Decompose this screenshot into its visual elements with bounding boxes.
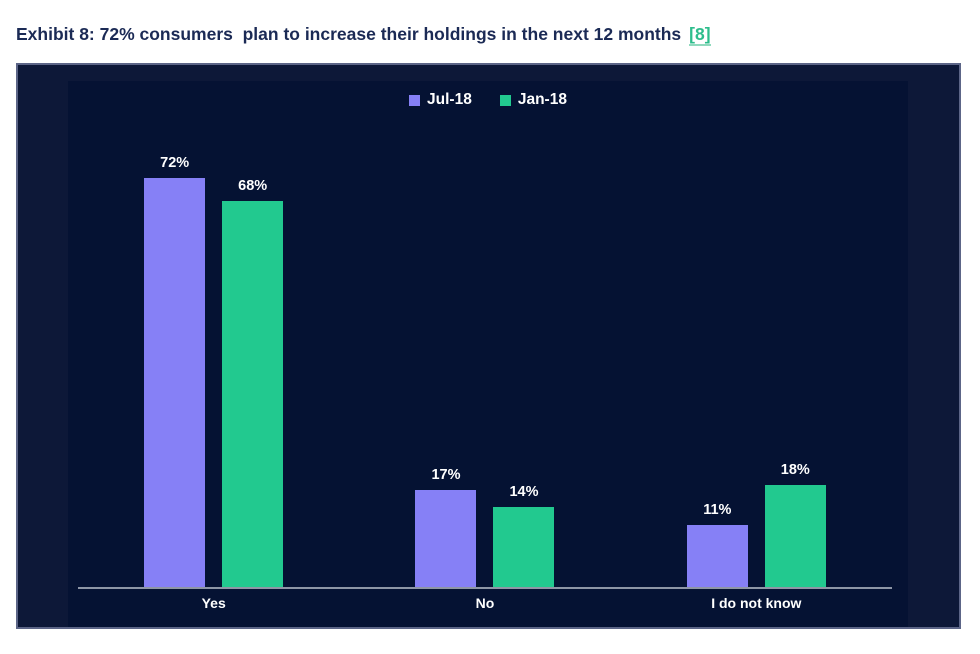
bar-jul18-no bbox=[415, 490, 477, 587]
bar-wrap: 68% bbox=[222, 178, 284, 587]
bar-value-label-jan18-no: 14% bbox=[509, 484, 539, 500]
bars-area: 72% 68% 17% 14% bbox=[78, 107, 892, 587]
exhibit-title: Exhibit 8: 72% consumers plan to increas… bbox=[16, 24, 711, 46]
bar-jan18-idontknow bbox=[764, 485, 826, 587]
legend-label-jul-18: Jul-18 bbox=[427, 91, 472, 108]
chart-legend: Jul-18 Jan-18 bbox=[68, 91, 908, 109]
bar-jul18-yes bbox=[144, 178, 206, 587]
bar-jan18-yes bbox=[222, 201, 284, 587]
legend-item-jul-18: Jul-18 bbox=[409, 91, 472, 109]
bar-wrap: 72% bbox=[144, 155, 206, 587]
reference-link[interactable]: [8] bbox=[689, 24, 711, 46]
bar-jan18-no bbox=[493, 507, 555, 587]
legend-label-jan-18: Jan-18 bbox=[517, 91, 567, 108]
bar-wrap: 17% bbox=[415, 467, 477, 587]
bar-wrap: 14% bbox=[493, 484, 555, 587]
bar-jul18-idontknow bbox=[686, 525, 748, 587]
category-labels-row: Yes No I do not know bbox=[78, 595, 892, 611]
bar-wrap: 18% bbox=[764, 462, 826, 587]
bar-value-label-jul18-idontknow: 11% bbox=[703, 502, 732, 518]
exhibit-title-text: Exhibit 8: 72% consumers plan to increas… bbox=[16, 24, 682, 44]
legend-item-jan-18: Jan-18 bbox=[499, 91, 567, 109]
bar-value-label-jan18-yes: 68% bbox=[238, 178, 268, 194]
bar-wrap: 11% bbox=[686, 502, 748, 587]
category-label-no: No bbox=[475, 595, 495, 611]
bar-group-yes: 72% 68% bbox=[78, 155, 349, 587]
x-axis-line bbox=[78, 587, 892, 589]
category-label-yes: Yes bbox=[201, 595, 226, 611]
bar-value-label-jul18-no: 17% bbox=[431, 467, 461, 483]
legend-swatch-jan-18-icon bbox=[499, 94, 511, 106]
chart-plot-area: Jul-18 Jan-18 72% 68% 17% bbox=[68, 81, 908, 627]
chart-panel: Jul-18 Jan-18 72% 68% 17% bbox=[16, 63, 961, 629]
category-label-i-do-not-know: I do not know bbox=[711, 595, 802, 611]
bar-value-label-jul18-yes: 72% bbox=[160, 155, 190, 171]
legend-swatch-jul-18-icon bbox=[409, 94, 421, 106]
bar-group-no: 17% 14% bbox=[349, 467, 620, 587]
bar-value-label-jan18-idontknow: 18% bbox=[780, 462, 810, 478]
bar-group-i-do-not-know: 11% 18% bbox=[621, 462, 892, 587]
